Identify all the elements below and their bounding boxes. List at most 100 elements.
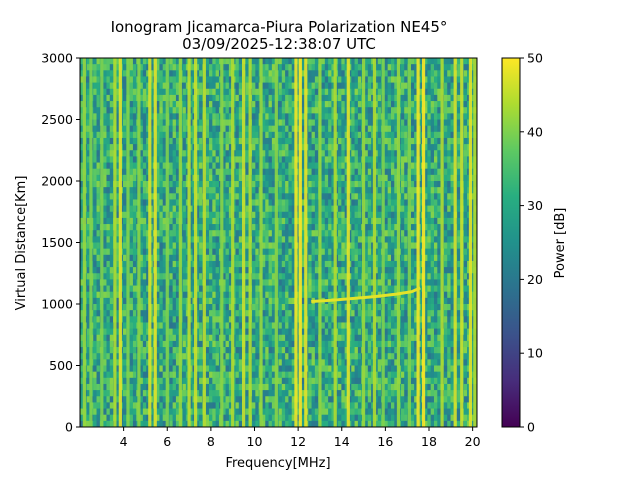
- heatmap-cell: [255, 217, 259, 225]
- heatmap-cell: [209, 236, 213, 243]
- heatmap-cell: [278, 217, 283, 225]
- heatmap-cell: [199, 88, 203, 96]
- heatmap-cell: [301, 150, 306, 157]
- heatmap-cell: [132, 285, 137, 292]
- heatmap-cell: [261, 119, 266, 126]
- heatmap-cell: [285, 371, 289, 379]
- heatmap-cell: [341, 383, 345, 391]
- heatmap-cell: [354, 101, 359, 108]
- heatmap-cell: [132, 242, 137, 249]
- heatmap-cell: [96, 402, 101, 409]
- heatmap-cell: [321, 347, 326, 354]
- heatmap-cell: [80, 107, 84, 114]
- heatmap-cell: [245, 316, 250, 323]
- heatmap-cell: [328, 144, 332, 151]
- heatmap-cell: [156, 291, 160, 299]
- heatmap-cell: [175, 107, 180, 114]
- heatmap-cell: [324, 187, 329, 194]
- heatmap-cell: [129, 414, 134, 422]
- heatmap-cell: [195, 371, 200, 379]
- heatmap-cell: [228, 371, 233, 379]
- heatmap-cell: [109, 377, 114, 385]
- heatmap-cell: [103, 260, 107, 268]
- heatmap-cell: [321, 88, 326, 96]
- heatmap-cell: [93, 414, 97, 422]
- heatmap-cell: [132, 162, 137, 169]
- heatmap-cell: [86, 353, 91, 360]
- heatmap-cell: [175, 131, 180, 139]
- heatmap-cell: [245, 119, 250, 126]
- heatmap-cell: [235, 131, 240, 139]
- heatmap-cell: [301, 334, 306, 342]
- heatmap-cell: [169, 236, 173, 243]
- heatmap-cell: [311, 70, 316, 77]
- heatmap-cell: [328, 94, 332, 102]
- heatmap-cell: [116, 82, 120, 90]
- heatmap-cell: [331, 273, 336, 280]
- heatmap-cell: [205, 365, 210, 372]
- heatmap-cell: [189, 131, 193, 139]
- heatmap-cell: [123, 420, 127, 427]
- heatmap-cell: [222, 174, 226, 182]
- heatmap-cell: [116, 224, 120, 231]
- heatmap-cell: [189, 396, 193, 403]
- heatmap-cell: [93, 304, 97, 311]
- heatmap-cell: [314, 328, 319, 336]
- heatmap-cell: [195, 316, 200, 323]
- heatmap-cell: [215, 107, 220, 114]
- heatmap-cell: [139, 174, 144, 182]
- heatmap-cell: [156, 377, 160, 385]
- heatmap-cell: [261, 242, 266, 249]
- heatmap-cell: [175, 168, 180, 176]
- heatmap-cell: [341, 150, 345, 157]
- heatmap-cell: [285, 70, 289, 77]
- heatmap-cell: [123, 248, 127, 256]
- heatmap-cell: [238, 76, 243, 83]
- heatmap-cell: [351, 58, 355, 65]
- heatmap-cell: [146, 273, 150, 280]
- heatmap-cell: [96, 322, 101, 329]
- heatmap-cell: [255, 371, 259, 379]
- heatmap-cell: [109, 88, 114, 96]
- heatmap-cell: [225, 273, 230, 280]
- heatmap-cell: [268, 187, 273, 194]
- heatmap-cell: [228, 248, 233, 256]
- heatmap-cell: [252, 316, 256, 323]
- heatmap-cell: [172, 371, 177, 379]
- heatmap-cell: [285, 396, 289, 403]
- heatmap-cell: [344, 383, 349, 391]
- heatmap-cell: [93, 70, 97, 77]
- heatmap-cell: [285, 285, 289, 292]
- heatmap-cell: [86, 273, 91, 280]
- heatmap-cell: [228, 217, 233, 225]
- heatmap-cell: [106, 205, 111, 213]
- heatmap-cell: [106, 347, 111, 354]
- heatmap-cell: [308, 260, 312, 268]
- heatmap-cell: [156, 144, 160, 151]
- heatmap-cell: [212, 211, 216, 219]
- heatmap-cell: [314, 137, 319, 145]
- heatmap-cell: [255, 414, 259, 422]
- heatmap-cell: [252, 279, 256, 286]
- heatmap-cell: [311, 162, 316, 169]
- heatmap-cell: [308, 82, 312, 90]
- heatmap-cell: [255, 101, 259, 108]
- heatmap-cell: [324, 131, 329, 139]
- heatmap-cell: [175, 322, 180, 329]
- heatmap-cell: [209, 76, 213, 83]
- heatmap-cell: [169, 414, 173, 422]
- heatmap-cell: [195, 113, 200, 120]
- heatmap-cell: [169, 94, 173, 102]
- heatmap-cell: [252, 125, 256, 133]
- heatmap-cell: [328, 187, 332, 194]
- heatmap-cell: [199, 236, 203, 243]
- heatmap-cell: [129, 193, 134, 200]
- heatmap-cell: [129, 377, 134, 385]
- heatmap-cell: [209, 353, 213, 360]
- heatmap-cell: [199, 113, 203, 120]
- heatmap-cell: [238, 82, 243, 90]
- heatmap-cell: [129, 242, 134, 249]
- heatmap-cell: [245, 211, 250, 219]
- heatmap-cell: [132, 248, 137, 256]
- heatmap-cell: [252, 383, 256, 391]
